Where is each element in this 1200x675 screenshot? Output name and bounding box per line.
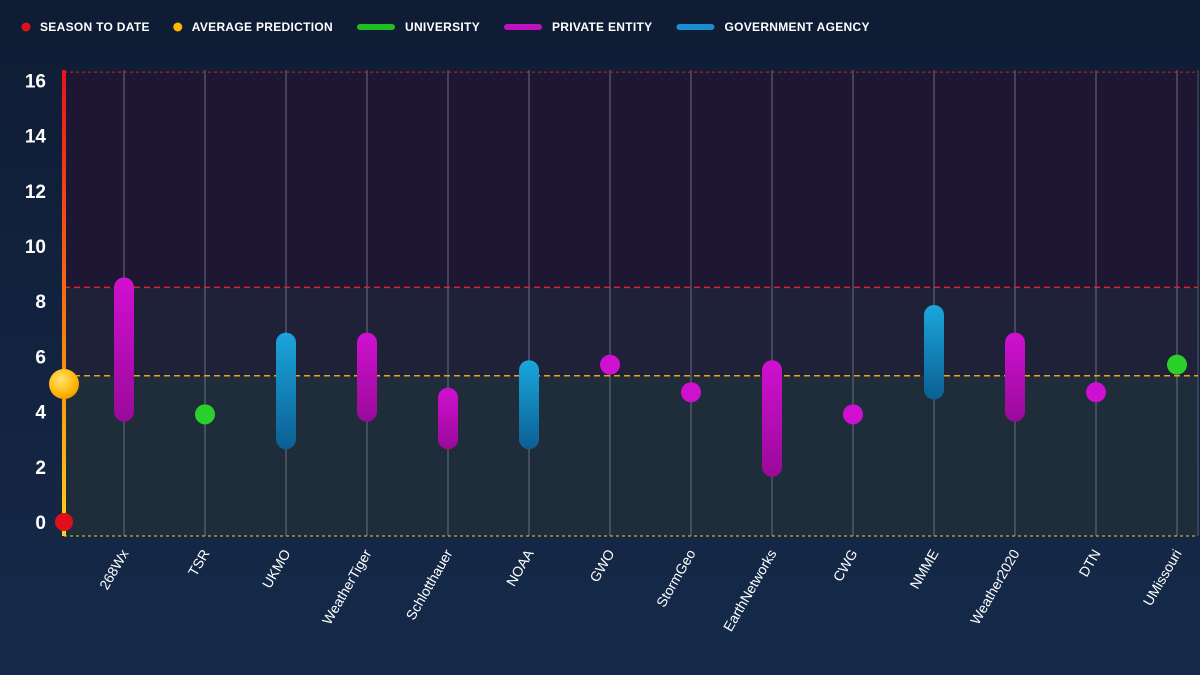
forecast-point-GWO [600,354,620,375]
legend-marker-bar [676,24,715,30]
x-tick-label-StormGeo: StormGeo [653,546,699,609]
y-tick-label: 0 [35,513,46,534]
legend-item-private-entity: PRIVATE ENTITY [504,20,652,34]
y-tick-label: 8 [35,292,46,313]
x-tick-label-CWG: CWG [830,547,861,585]
y-tick-label: 16 [25,71,46,92]
forecast-range-Weather2020 [1005,332,1025,422]
forecast-point-StormGeo [681,382,701,403]
forecast-range-EarthNetworks [762,360,782,477]
y-tick-label: 6 [35,347,46,368]
forecast-range-268Wx [114,277,134,422]
y-axis: 0 2 4 6 8 10 12 14 16 [25,70,66,536]
x-tick-label-WeatherTiger: WeatherTiger [319,546,375,627]
band-middle [64,287,1198,376]
forecast-range-WeatherTiger [357,332,377,422]
forecast-range-Schlotthauer [438,387,458,450]
forecast-point-TSR [195,404,215,425]
x-axis: 268Wx TSR UKMO WeatherTiger Schlotthauer NOAA… [96,546,1185,634]
forecast-range-UKMO [276,332,296,450]
legend-label: SEASON TO DATE [40,20,150,34]
forecast-point-UMissouri [1167,354,1187,375]
band-lower [64,375,1198,536]
legend-marker-bar [356,24,395,30]
y-tick-label: 12 [25,182,46,203]
forecast-range-NMME [924,305,944,400]
legend-marker-dot [21,22,31,32]
x-tick-label-Weather2020: Weather2020 [967,546,1023,627]
x-tick-label-268Wx: 268Wx [96,547,132,593]
forecast-range-NOAA [519,360,539,450]
legend-label: UNIVERSITY [405,20,480,34]
vertical-gridlines [123,70,1199,536]
forecast-marks [49,277,1187,531]
legend-item-government-agency: GOVERNMENT AGENCY [676,20,869,34]
y-tick-label: 10 [25,237,46,258]
x-tick-label-GWO: GWO [586,546,617,584]
chart-legend: SEASON TO DATE AVERAGE PREDICTION UNIVERSI… [21,20,869,34]
season-to-date-marker [55,513,73,531]
legend-marker-bar [504,24,542,30]
legend-item-season-to-date: SEASON TO DATE [21,20,150,34]
x-tick-label-DTN: DTN [1075,547,1103,580]
x-tick-label-UKMO: UKMO [259,546,294,590]
legend-item-university: UNIVERSITY [356,20,480,34]
legend-marker-dot [173,22,183,32]
y-tick-label: 2 [35,458,46,479]
legend-label: AVERAGE PREDICTION [192,20,333,34]
y-tick-label: 4 [35,403,46,424]
legend-item-average-prediction: AVERAGE PREDICTION [173,20,333,34]
band-upper [64,72,1198,288]
forecast-point-CWG [843,404,863,425]
x-tick-label-NOAA: NOAA [503,546,537,589]
y-tick-label: 14 [25,127,47,148]
x-tick-label-TSR: TSR [185,547,213,579]
x-tick-label-NMME: NMME [906,547,941,592]
x-tick-label-EarthNetworks: EarthNetworks [720,547,780,635]
legend-label: GOVERNMENT AGENCY [724,20,869,34]
average-prediction-marker [49,369,79,399]
forecast-point-DTN [1086,382,1106,403]
x-tick-label-UMissouri: UMissouri [1140,547,1185,609]
legend-label: PRIVATE ENTITY [552,20,652,34]
x-tick-label-Schlotthauer: Schlotthauer [402,546,455,622]
plot-background-bands [64,72,1198,536]
y-axis-bar [62,70,66,536]
